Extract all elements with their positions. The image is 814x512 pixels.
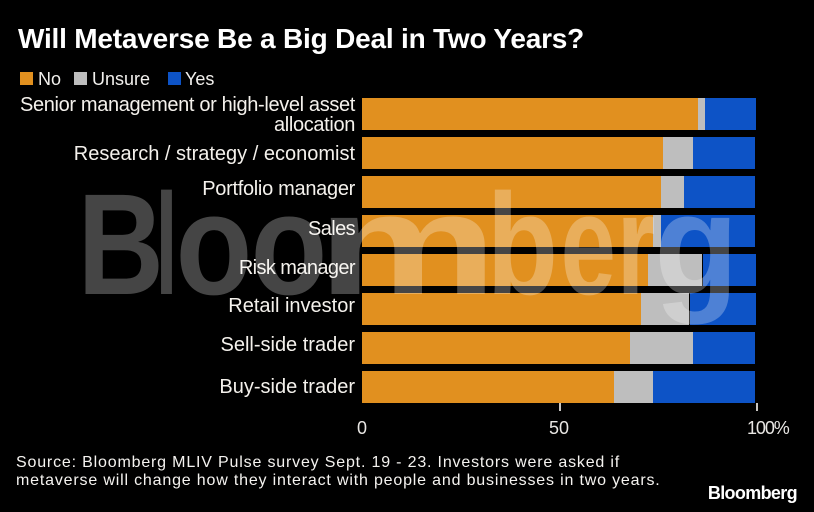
svg-text:r: r [617,165,656,326]
svg-text:b: b [487,163,558,324]
svg-text:o: o [251,164,328,325]
svg-text:B: B [78,165,164,326]
svg-text:l: l [156,164,178,325]
svg-text:m: m [317,164,497,325]
svg-text:e: e [561,165,616,326]
svg-text:o: o [176,164,253,325]
svg-text:g: g [654,163,738,324]
